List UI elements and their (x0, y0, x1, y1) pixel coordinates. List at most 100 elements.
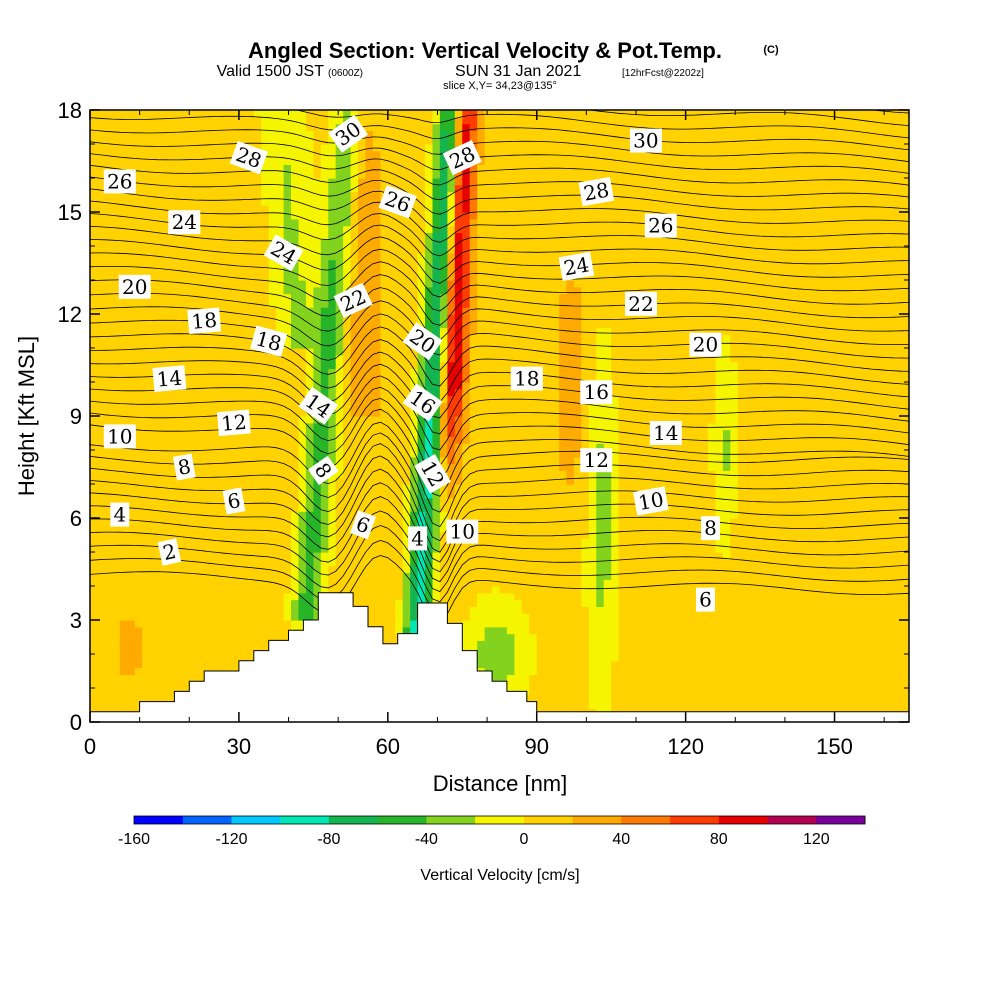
velocity-cell (417, 157, 426, 165)
velocity-cell (112, 633, 121, 641)
velocity-cell (157, 123, 165, 131)
velocity-cell (462, 327, 471, 335)
velocity-cell (432, 130, 441, 138)
velocity-cell (112, 538, 121, 546)
velocity-cell (365, 545, 374, 553)
velocity-cell (499, 599, 508, 607)
velocity-cell (224, 620, 232, 628)
velocity-cell (320, 110, 329, 118)
velocity-cell (186, 545, 195, 553)
velocity-cell (358, 565, 366, 573)
velocity-cell (328, 150, 337, 159)
velocity-cell (447, 422, 456, 431)
velocity-cell (216, 361, 225, 369)
velocity-cell (380, 252, 389, 261)
velocity-cell (417, 368, 426, 376)
velocity-cell (134, 198, 143, 206)
velocity-cell (119, 647, 128, 655)
velocity-cell (164, 348, 173, 356)
velocity-cell (268, 307, 277, 315)
velocity-cell (350, 259, 359, 267)
velocity-cell (261, 586, 270, 594)
velocity-cell (477, 334, 486, 342)
velocity-cell (194, 538, 203, 546)
velocity-cell (157, 667, 165, 675)
velocity-cell (350, 218, 359, 227)
velocity-cell (127, 327, 136, 335)
velocity-cell (127, 477, 136, 485)
velocity-cell (104, 599, 113, 607)
velocity-cell (372, 402, 381, 410)
velocity-cell (276, 518, 285, 526)
velocity-cell (119, 586, 128, 594)
velocity-cell (171, 654, 180, 662)
velocity-cell (90, 443, 98, 451)
velocity-cell (484, 348, 493, 356)
velocity-cell (90, 640, 98, 648)
velocity-cell (179, 484, 188, 492)
velocity-cell (216, 402, 225, 410)
velocity-cell (298, 327, 307, 335)
velocity-cell (171, 490, 180, 499)
velocity-cell (164, 246, 173, 254)
velocity-cell (119, 552, 128, 560)
velocity-cell (320, 157, 329, 165)
velocity-cell (268, 504, 277, 512)
velocity-cell (134, 382, 143, 390)
velocity-cell (372, 558, 381, 567)
velocity-cell (261, 416, 270, 424)
velocity-cell (157, 463, 165, 471)
velocity-cell (365, 531, 374, 539)
velocity-cell (149, 545, 158, 553)
velocity-cell (432, 518, 441, 526)
velocity-cell (104, 633, 113, 641)
velocity-cell (372, 429, 381, 437)
velocity-cell (201, 354, 210, 363)
velocity-cell (164, 388, 173, 397)
velocity-cell (90, 191, 98, 199)
velocity-cell (201, 416, 210, 424)
velocity-cell (305, 314, 314, 322)
velocity-cell (97, 144, 106, 152)
velocity-cell (164, 511, 173, 519)
velocity-cell (231, 212, 240, 220)
velocity-cell (372, 286, 381, 295)
velocity-cell (149, 436, 158, 444)
velocity-cell (209, 239, 218, 247)
velocity-cell (477, 259, 486, 267)
velocity-cell (97, 416, 106, 424)
title-valid-date: SUN 31 Jan 2021 (455, 63, 581, 80)
velocity-cell (201, 286, 210, 295)
velocity-cell (194, 150, 203, 159)
velocity-cell (469, 497, 478, 505)
velocity-cell (447, 293, 456, 301)
velocity-cell (387, 552, 396, 560)
velocity-cell (410, 123, 419, 131)
velocity-cell (231, 116, 240, 125)
velocity-cell (395, 511, 404, 519)
velocity-cell (439, 565, 448, 573)
velocity-cell (142, 640, 151, 648)
velocity-cell (380, 626, 389, 635)
velocity-cell (477, 361, 486, 369)
velocity-cell (477, 266, 486, 274)
velocity-cell (246, 123, 255, 131)
velocity-cell (380, 422, 389, 431)
velocity-cell (365, 361, 374, 369)
velocity-cell (439, 422, 448, 431)
velocity-cell (313, 456, 322, 465)
velocity-cell (410, 218, 419, 227)
velocity-cell (142, 314, 151, 322)
velocity-cell (358, 178, 366, 186)
velocity-cell (469, 504, 478, 512)
velocity-cell (469, 348, 478, 356)
velocity-cell (179, 307, 188, 315)
velocity-cell (402, 144, 411, 152)
velocity-cell (328, 382, 337, 390)
velocity-cell (119, 327, 128, 335)
velocity-cell (97, 212, 106, 220)
velocity-cell (142, 654, 151, 662)
velocity-cell (157, 178, 165, 186)
velocity-cell (134, 184, 143, 193)
velocity-cell (462, 137, 471, 145)
